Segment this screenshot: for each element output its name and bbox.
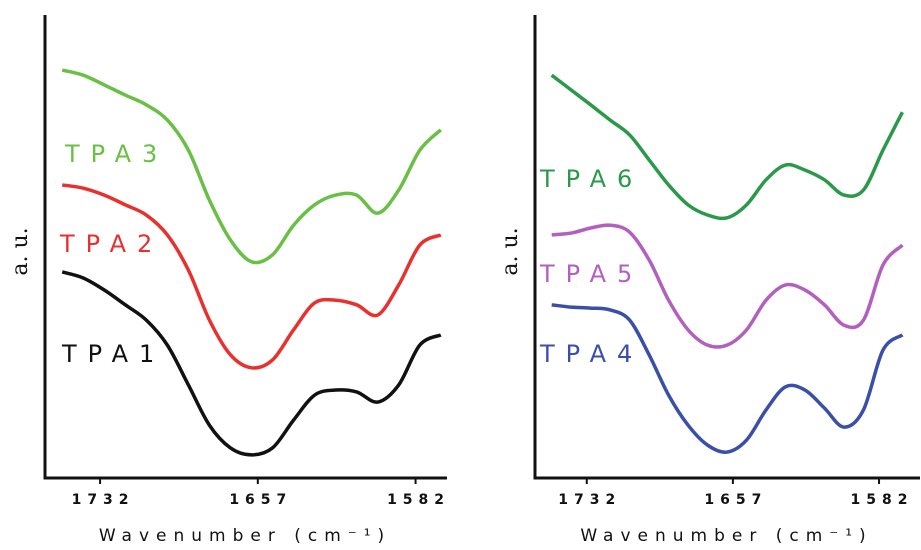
x-axis-label: Wavenumber (cm⁻¹)	[580, 526, 872, 546]
spectrum-line	[61, 68, 443, 265]
series-label: TPA4	[539, 340, 643, 368]
series-label: TPA2	[59, 230, 163, 258]
x-tick-label: 1657	[229, 492, 292, 508]
x-tick-label: 1732	[72, 492, 135, 508]
y-axis-label: a. u.	[8, 227, 33, 275]
spectrum-line	[551, 223, 904, 349]
spectrum-line	[551, 303, 904, 454]
y-axis-label: a. u.	[498, 227, 523, 275]
spectrum-line	[550, 73, 904, 221]
x-tick-label: 1582	[387, 492, 450, 508]
series-label: TPA3	[64, 140, 168, 168]
series-label: TPA1	[61, 340, 165, 368]
spectrum-line	[61, 183, 442, 370]
x-tick-label: 1732	[558, 492, 621, 508]
x-tick-label: 1657	[704, 492, 767, 508]
series-label: TPA5	[539, 260, 643, 288]
series-label: TPA6	[539, 165, 643, 193]
x-tick-label: 1582	[851, 492, 914, 508]
x-axis-label: Wavenumber (cm⁻¹)	[99, 526, 391, 546]
spectrum-line	[61, 270, 442, 457]
